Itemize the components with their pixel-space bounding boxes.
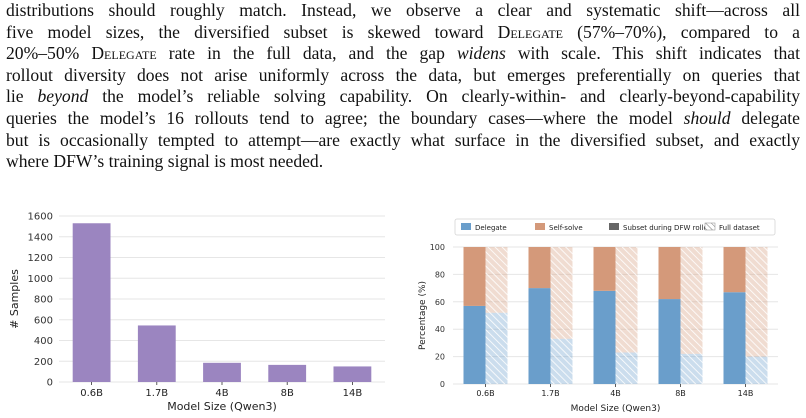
y-tick-label: 1000	[28, 274, 53, 285]
y-axis-label: # Samples	[8, 269, 21, 329]
bar-delegate-subset-4B	[593, 290, 616, 384]
y-axis-label: Percentage (%)	[418, 281, 428, 350]
y-tick-label: 1600	[28, 212, 53, 223]
bar-delegate-full-4B	[615, 352, 638, 384]
y-tick-label: 20	[435, 353, 445, 362]
bar-0.6B	[72, 223, 111, 382]
bar-delegate-subset-14B	[723, 292, 746, 384]
x-axis-label: Model Size (Qwen3)	[167, 400, 277, 413]
bar-selfsolve-full-14B	[745, 247, 768, 357]
bar-selfsolve-full-4B	[615, 247, 638, 353]
bar-delegate-subset-1.7B	[528, 288, 551, 384]
bar-14B	[333, 366, 372, 382]
bar-selfsolve-subset-0.6B	[463, 247, 486, 306]
x-tick-label: 4B	[610, 389, 621, 398]
x-tick-label: 0.6B	[80, 388, 103, 399]
paragraph-line: queries the model’s 16 rollouts tend to …	[6, 107, 800, 128]
x-tick-label: 8B	[675, 389, 686, 398]
y-tick-label: 100	[430, 243, 445, 252]
legend-label: Subset during DFW rollout	[623, 224, 715, 232]
y-tick-label: 1400	[28, 232, 53, 243]
legend-swatch	[704, 222, 716, 231]
legend-swatch	[609, 223, 619, 230]
bar-4B	[203, 362, 241, 382]
y-tick-label: 0	[440, 380, 445, 389]
y-tick-label: 80	[435, 270, 445, 279]
x-tick-label: 14B	[738, 389, 754, 398]
sample-count-bar-chart: 0 200 400 600 800 1000 1200 1400 1600 0.6B 1.7B 4B 8…	[8, 212, 385, 413]
bar-8B	[268, 364, 307, 382]
paragraph-line: rollout diversity does not arise uniform…	[6, 64, 800, 85]
legend-label: Self-solve	[549, 224, 583, 232]
y-tick-label: 200	[34, 357, 53, 368]
bar-delegate-full-1.7B	[550, 338, 573, 384]
legend: Delegate Self-solve Subset during DFW roll…	[454, 218, 776, 236]
bar-selfsolve-full-1.7B	[550, 247, 573, 339]
x-tick-label: 1.7B	[145, 388, 168, 399]
x-tick-label: 1.7B	[541, 389, 559, 398]
bar-1.7B	[137, 325, 176, 382]
paragraph-line: where DFW’s training signal is most need…	[6, 151, 324, 172]
paragraph-line: five model sizes, the diversified subset…	[6, 21, 800, 42]
paragraph-line: distributions should roughly match. Inst…	[6, 0, 800, 20]
legend-label: Full dataset	[719, 224, 760, 232]
bar-selfsolve-full-8B	[680, 247, 703, 354]
y-tick-label: 800	[34, 295, 53, 306]
bar-delegate-full-14B	[745, 356, 768, 384]
paragraph-line: but is occasionally tempted to attempt—a…	[6, 129, 800, 150]
x-tick-label: 14B	[343, 388, 363, 399]
x-tick-label: 8B	[281, 388, 294, 399]
bar-delegate-full-0.6B	[485, 312, 508, 384]
y-tick-label: 400	[34, 336, 53, 347]
paragraph-line: 20%–50% Delegate rate in the full data, …	[6, 43, 800, 64]
bar-delegate-subset-8B	[658, 299, 681, 384]
bar-delegate-subset-0.6B	[463, 305, 486, 384]
legend-label: Delegate	[475, 224, 507, 232]
y-tick-label: 0	[47, 378, 53, 389]
bar-selfsolve-subset-1.7B	[528, 247, 551, 289]
legend-swatch	[535, 223, 545, 230]
bar-selfsolve-full-0.6B	[485, 247, 508, 313]
legend-swatch	[461, 223, 471, 230]
bar-selfsolve-subset-8B	[658, 247, 681, 300]
bar-selfsolve-subset-14B	[723, 247, 746, 293]
y-tick-label: 60	[435, 298, 445, 307]
y-tick-label: 1200	[28, 253, 53, 264]
y-tick-label: 600	[34, 315, 53, 326]
x-tick-label: 4B	[215, 388, 228, 399]
delegate-percentage-stacked-bar-chart: Delegate Self-solve Subset during DFW roll…	[418, 218, 778, 414]
bar-selfsolve-subset-4B	[593, 247, 616, 291]
bar-delegate-full-8B	[680, 353, 703, 384]
x-axis-label: Model Size (Qwen3)	[571, 404, 661, 414]
paragraph-line: lie beyond the model’s reliable solving …	[6, 86, 800, 107]
x-tick-label: 0.6B	[476, 389, 494, 398]
body-paragraph: distributions should roughly match. Inst…	[6, 0, 800, 173]
y-tick-label: 40	[435, 325, 445, 334]
